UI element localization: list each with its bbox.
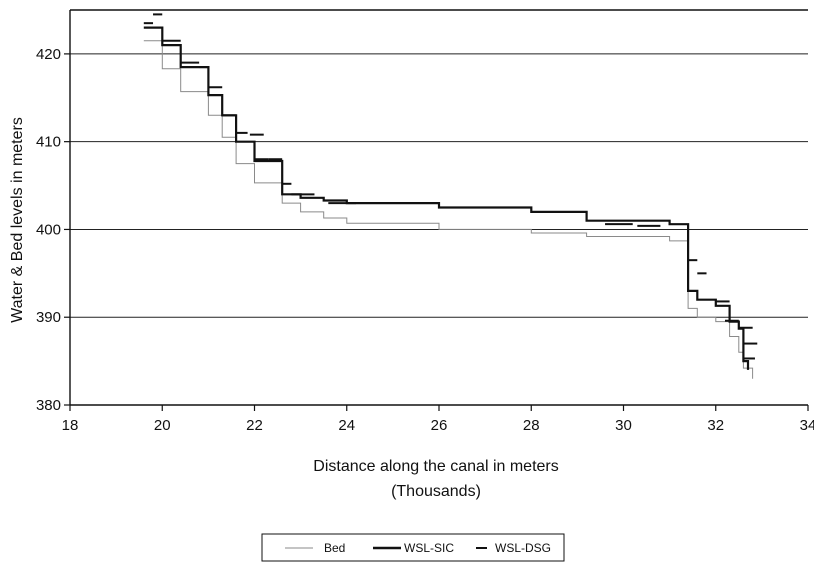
y-tick-label-380: 380 [36, 397, 61, 414]
y-tick-label-400: 400 [36, 221, 61, 238]
x-tick-label-26: 26 [431, 417, 448, 434]
x-tick-label-24: 24 [338, 417, 355, 434]
x-tick-label-22: 22 [246, 417, 263, 434]
series-line-wsl-sic [143, 26, 750, 370]
legend-label-wsl-sic: WSL-SIC [404, 541, 454, 555]
x-tick-label-28: 28 [523, 417, 540, 434]
legend: Bed WSL-SIC WSL-DSG [261, 533, 565, 562]
x-tick-label-30: 30 [615, 417, 632, 434]
y-axis: 380 390 400 410 420 [36, 46, 70, 414]
y-axis-title: Water & Bed levels in meters [9, 117, 26, 323]
gridlines [70, 53, 808, 318]
y-tick-label-390: 390 [36, 309, 61, 326]
x-tick-label-32: 32 [707, 417, 724, 434]
legend-label-bed: Bed [324, 541, 345, 555]
x-tick-label-18: 18 [62, 417, 79, 434]
y-tick-label-410: 410 [36, 134, 61, 151]
x-tick-label-20: 20 [154, 417, 171, 434]
series-line-bed [143, 40, 754, 379]
x-tick-label-34: 34 [800, 417, 814, 434]
x-axis-subtitle: (Thousands) [391, 483, 481, 500]
legend-label-wsl-dsg: WSL-DSG [495, 541, 551, 555]
y-tick-label-420: 420 [36, 46, 61, 63]
x-axis-title: Distance along the canal in meters [313, 458, 558, 475]
series-layer [143, 13, 758, 379]
x-axis: 18 20 22 24 26 28 30 32 34 [62, 405, 814, 434]
